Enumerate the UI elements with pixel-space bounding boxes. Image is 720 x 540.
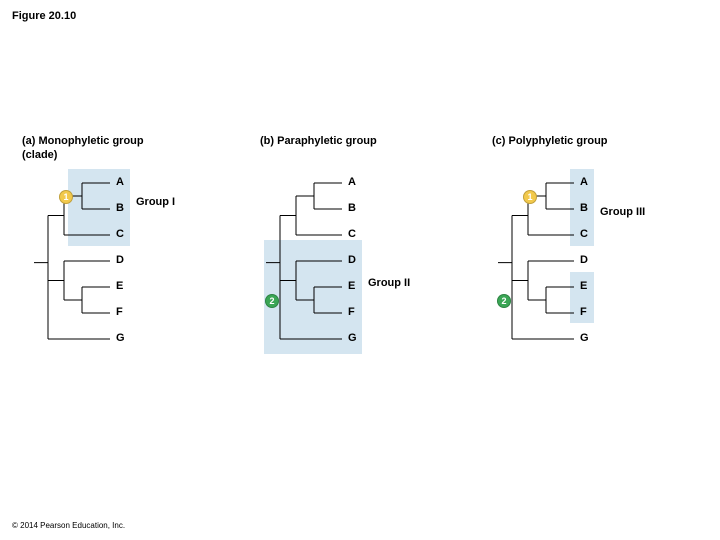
taxon-label-d: D <box>348 254 356 266</box>
panel-b-group-label: Group II <box>368 277 410 289</box>
taxon-label-g: G <box>348 332 357 344</box>
node-marker-1: 1 <box>59 190 73 204</box>
panel-c-title: (c) Polyphyletic group <box>492 134 608 148</box>
panel-a-title: (a) Monophyletic group(clade) <box>22 134 144 163</box>
taxon-label-e: E <box>348 280 355 292</box>
taxon-label-f: F <box>116 306 123 318</box>
panel-c-group-label: Group III <box>600 206 645 218</box>
taxon-label-b: B <box>348 202 356 214</box>
node-marker-2: 2 <box>265 294 279 308</box>
taxon-label-a: A <box>348 176 356 188</box>
panel-a-group-label: Group I <box>136 196 175 208</box>
taxon-label-c: C <box>580 228 588 240</box>
panel-b-tree <box>262 170 344 352</box>
taxon-label-b: B <box>580 202 588 214</box>
cladogram-svg <box>262 170 344 352</box>
taxon-label-b: B <box>116 202 124 214</box>
panel-title-line: (c) Polyphyletic group <box>492 134 608 148</box>
panel-b-title: (b) Paraphyletic group <box>260 134 377 148</box>
node-marker-1: 1 <box>523 190 537 204</box>
node-marker-2: 2 <box>497 294 511 308</box>
taxon-label-f: F <box>348 306 355 318</box>
taxon-label-a: A <box>116 176 124 188</box>
taxon-label-e: E <box>580 280 587 292</box>
panel-title-line: (clade) <box>22 148 144 162</box>
figure-label: Figure 20.10 <box>12 10 76 22</box>
copyright: © 2014 Pearson Education, Inc. <box>12 521 125 530</box>
taxon-label-c: C <box>348 228 356 240</box>
taxon-label-d: D <box>580 254 588 266</box>
taxon-label-g: G <box>116 332 125 344</box>
taxon-label-f: F <box>580 306 587 318</box>
taxon-label-e: E <box>116 280 123 292</box>
taxon-label-d: D <box>116 254 124 266</box>
taxon-label-c: C <box>116 228 124 240</box>
panel-title-line: (b) Paraphyletic group <box>260 134 377 148</box>
taxon-label-a: A <box>580 176 588 188</box>
taxon-label-g: G <box>580 332 589 344</box>
panel-title-line: (a) Monophyletic group <box>22 134 144 148</box>
